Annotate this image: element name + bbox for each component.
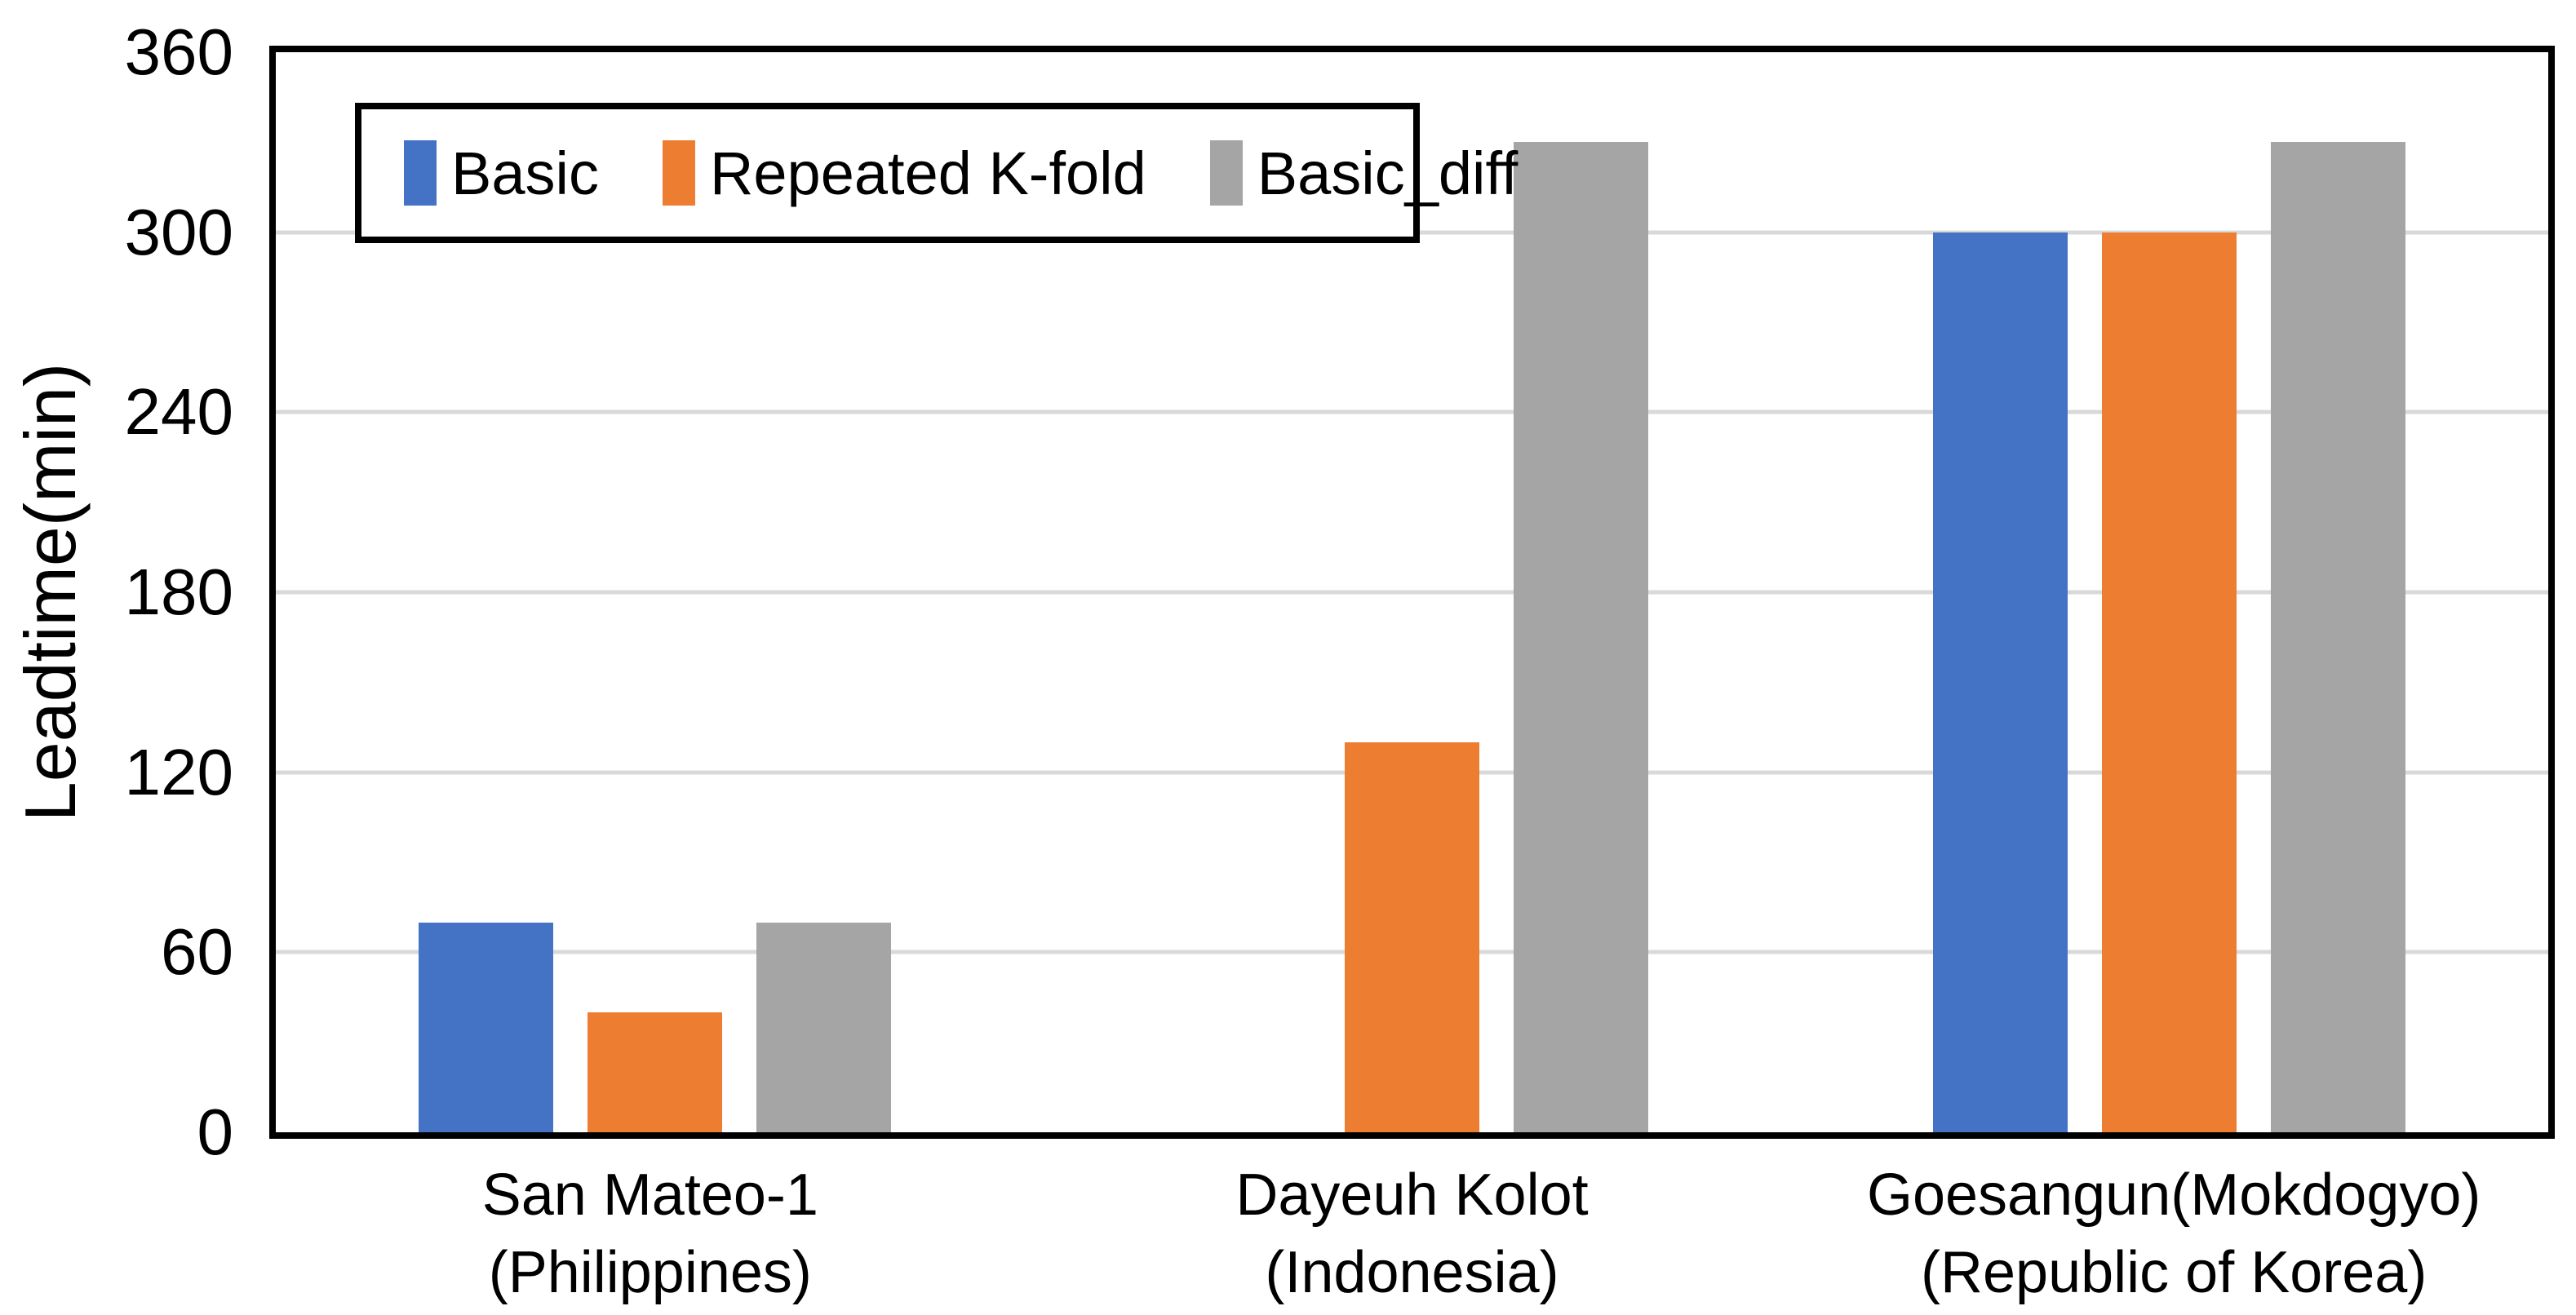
gridline (276, 590, 2548, 595)
bar-basic-san-mateo-1 (418, 922, 553, 1132)
x-axis-category-line2: (Indonesia) (1265, 1240, 1559, 1306)
y-axis-tick-label: 0 (197, 1096, 234, 1168)
x-axis-category-label: Goesangun(Mokdogyo) (Republic of Korea) (1793, 1157, 2555, 1312)
x-axis-category-labels: San Mateo-1 (Philippines) Dayeuh Kolot (Ind… (269, 1157, 2555, 1312)
y-axis-tick-label: 180 (124, 556, 233, 628)
bar-basic-diff-dayeuh-kolot (1513, 142, 1648, 1132)
gridline (276, 410, 2548, 414)
bar-repeated-k-fold-san-mateo-1 (587, 1012, 722, 1132)
x-axis-category-line1: Goesangun(Mokdogyo) (1866, 1162, 2481, 1228)
y-axis-tick-label: 120 (124, 735, 233, 808)
bar-basic-diff-san-mateo-1 (756, 922, 891, 1132)
legend-item-repeated-k-fold: Repeated K-fold (662, 139, 1146, 208)
bar-group-dayeuh-kolot (1033, 52, 1790, 1132)
legend-label-repeated-k-fold: Repeated K-fold (709, 139, 1146, 207)
legend: Basic Repeated K-fold Basic_diff (355, 103, 1518, 243)
bar-group-san-mateo-1 (276, 52, 1033, 1132)
legend-swatch-repeated-k-fold (662, 140, 695, 206)
bar-basic-goesangun-mokdogyo (1933, 232, 2068, 1132)
legend-item-basic-diff: Basic_diff (1209, 139, 1519, 208)
x-axis-category-line1: San Mateo-1 (481, 1162, 818, 1228)
legend-label-basic: Basic (451, 139, 599, 207)
legend-item-basic: Basic (404, 139, 599, 208)
legend-label-basic-diff: Basic_diff (1257, 139, 1519, 207)
bar-repeated-k-fold-dayeuh-kolot (1344, 742, 1479, 1132)
y-axis-tick-label: 360 (124, 15, 233, 88)
bar-groups (276, 52, 2548, 1132)
legend-swatch-basic (404, 140, 437, 206)
legend-swatch-basic-diff (1209, 140, 1243, 206)
bar-group-goesangun-mokdogyo (1791, 52, 2548, 1132)
bar-repeated-k-fold-goesangun-mokdogyo (2102, 232, 2237, 1132)
bar-basic-diff-goesangun-mokdogyo (2271, 142, 2406, 1132)
y-axis-tick-label: 60 (161, 915, 233, 989)
y-axis-tick-label: 240 (124, 375, 233, 449)
x-axis-category-line1: Dayeuh Kolot (1235, 1162, 1589, 1228)
y-axis-tick-label: 300 (124, 195, 233, 268)
x-axis-category-line2: (Philippines) (488, 1240, 812, 1306)
x-axis-category-line2: (Republic of Korea) (1921, 1240, 2427, 1306)
x-axis-category-label: Dayeuh Kolot (Indonesia) (1031, 1157, 1793, 1312)
x-axis-category-label: San Mateo-1 (Philippines) (269, 1157, 1031, 1312)
